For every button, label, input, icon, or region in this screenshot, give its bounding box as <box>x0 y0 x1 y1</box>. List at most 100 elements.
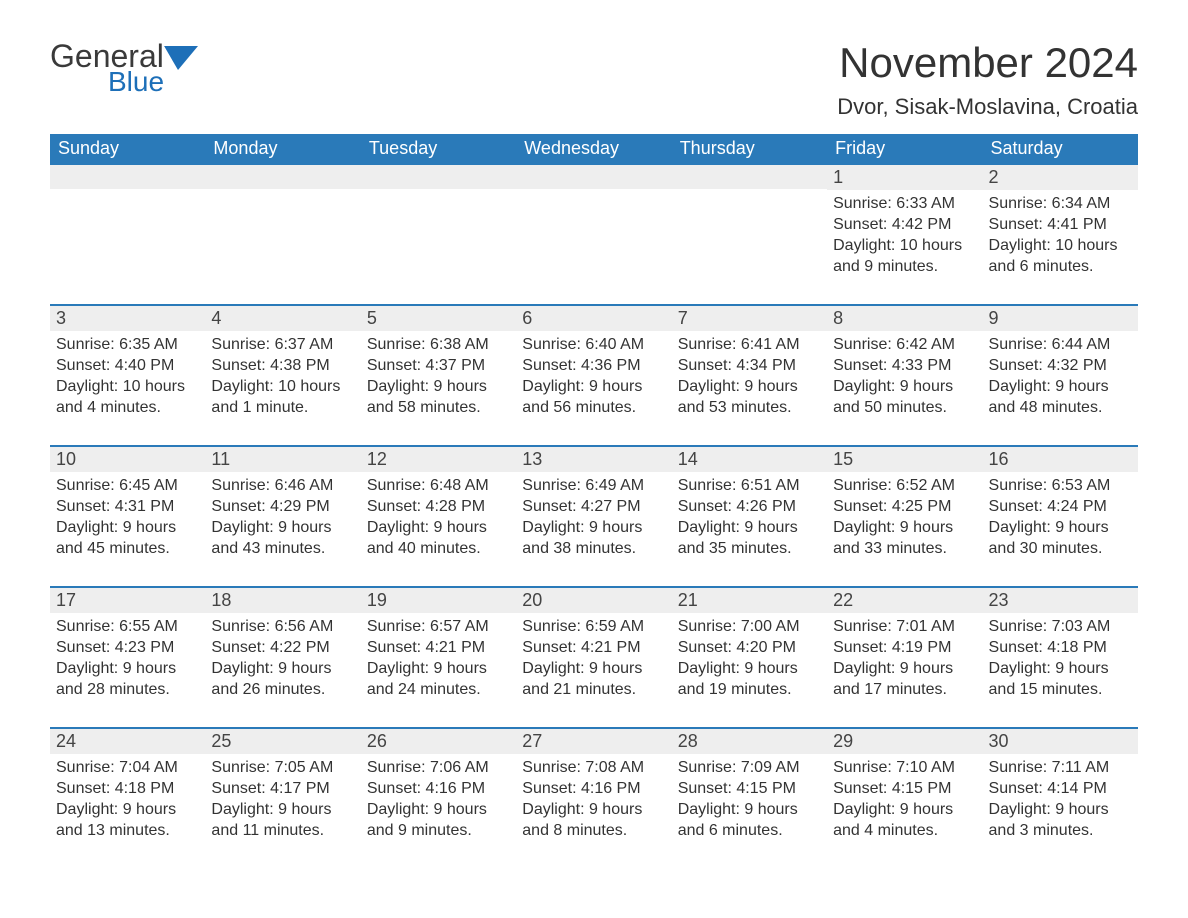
day-line: Daylight: 9 hours and 6 minutes. <box>678 800 821 842</box>
day-line: Sunset: 4:36 PM <box>522 356 665 377</box>
day-line: Daylight: 9 hours and 56 minutes. <box>522 377 665 419</box>
day-number <box>205 165 360 189</box>
day-cell <box>516 165 671 290</box>
day-body: Sunrise: 6:41 AMSunset: 4:34 PMDaylight:… <box>672 331 827 431</box>
header-row: General Blue November 2024 Dvor, Sisak-M… <box>50 40 1138 120</box>
day-body: Sunrise: 7:09 AMSunset: 4:15 PMDaylight:… <box>672 754 827 854</box>
header-right: November 2024 Dvor, Sisak-Moslavina, Cro… <box>837 40 1138 120</box>
week-row: 3Sunrise: 6:35 AMSunset: 4:40 PMDaylight… <box>50 304 1138 431</box>
day-number: 2 <box>983 165 1138 190</box>
day-number: 26 <box>361 729 516 754</box>
day-line: Sunrise: 7:10 AM <box>833 758 976 779</box>
day-line: Sunset: 4:18 PM <box>989 638 1132 659</box>
day-number: 16 <box>983 447 1138 472</box>
day-cell: 6 Sunrise: 6:40 AMSunset: 4:36 PMDaylight… <box>516 306 671 431</box>
day-line: Daylight: 10 hours and 9 minutes. <box>833 236 976 278</box>
day-cell: 5Sunrise: 6:38 AMSunset: 4:37 PMDaylight… <box>361 306 516 431</box>
day-line: Sunrise: 6:52 AM <box>833 476 976 497</box>
day-cell: 15Sunrise: 6:52 AMSunset: 4:25 PMDayligh… <box>827 447 982 572</box>
day-line: Sunrise: 7:09 AM <box>678 758 821 779</box>
day-line: Sunrise: 6:57 AM <box>367 617 510 638</box>
day-cell: 14Sunrise: 6:51 AMSunset: 4:26 PMDayligh… <box>672 447 827 572</box>
day-line: Sunset: 4:31 PM <box>56 497 199 518</box>
day-body: Sunrise: 6:46 AMSunset: 4:29 PMDaylight:… <box>205 472 360 572</box>
day-cell: 2Sunrise: 6:34 AMSunset: 4:41 PMDaylight… <box>983 165 1138 290</box>
day-line: Sunrise: 6:38 AM <box>367 335 510 356</box>
day-number: 4 <box>205 306 360 331</box>
day-line: Daylight: 9 hours and 58 minutes. <box>367 377 510 419</box>
day-line: Sunrise: 6:53 AM <box>989 476 1132 497</box>
day-body: Sunrise: 7:00 AMSunset: 4:20 PMDaylight:… <box>672 613 827 713</box>
day-line: Sunrise: 6:33 AM <box>833 194 976 215</box>
day-line: Sunrise: 7:06 AM <box>367 758 510 779</box>
day-cell: 8Sunrise: 6:42 AMSunset: 4:33 PMDaylight… <box>827 306 982 431</box>
day-line: Daylight: 10 hours and 6 minutes. <box>989 236 1132 278</box>
day-cell: 25Sunrise: 7:05 AMSunset: 4:17 PMDayligh… <box>205 729 360 854</box>
day-line: Daylight: 9 hours and 48 minutes. <box>989 377 1132 419</box>
day-cell: 10Sunrise: 6:45 AMSunset: 4:31 PMDayligh… <box>50 447 205 572</box>
day-cell <box>361 165 516 290</box>
day-cell: 27Sunrise: 7:08 AMSunset: 4:16 PMDayligh… <box>516 729 671 854</box>
day-line: Sunrise: 7:04 AM <box>56 758 199 779</box>
day-line: Daylight: 9 hours and 30 minutes. <box>989 518 1132 560</box>
day-body: Sunrise: 6:33 AMSunset: 4:42 PMDaylight:… <box>827 190 982 290</box>
day-line: Daylight: 9 hours and 43 minutes. <box>211 518 354 560</box>
day-number: 10 <box>50 447 205 472</box>
day-line: Sunset: 4:15 PM <box>833 779 976 800</box>
day-body: Sunrise: 6:51 AMSunset: 4:26 PMDaylight:… <box>672 472 827 572</box>
day-number: 1 <box>827 165 982 190</box>
day-number: 24 <box>50 729 205 754</box>
day-number: 11 <box>205 447 360 472</box>
day-body: Sunrise: 7:11 AMSunset: 4:14 PMDaylight:… <box>983 754 1138 854</box>
brand-word-2: Blue <box>108 68 164 96</box>
day-line: Daylight: 9 hours and 8 minutes. <box>522 800 665 842</box>
day-body: Sunrise: 7:03 AMSunset: 4:18 PMDaylight:… <box>983 613 1138 713</box>
dow-cell: Monday <box>205 134 360 165</box>
day-line: Sunset: 4:40 PM <box>56 356 199 377</box>
day-line: Sunrise: 6:48 AM <box>367 476 510 497</box>
day-line: Sunset: 4:26 PM <box>678 497 821 518</box>
brand-logo: General Blue <box>50 40 198 96</box>
day-line: Sunset: 4:15 PM <box>678 779 821 800</box>
day-line: Sunrise: 6:44 AM <box>989 335 1132 356</box>
day-body: Sunrise: 6:52 AMSunset: 4:25 PMDaylight:… <box>827 472 982 572</box>
day-number: 14 <box>672 447 827 472</box>
day-body <box>205 189 360 289</box>
week-row: 24 Sunrise: 7:04 AMSunset: 4:18 PM Dayligh… <box>50 727 1138 854</box>
day-cell: 18Sunrise: 6:56 AMSunset: 4:22 PMDayligh… <box>205 588 360 713</box>
day-line: Daylight: 9 hours and 26 minutes. <box>211 659 354 701</box>
week-row: 10Sunrise: 6:45 AMSunset: 4:31 PMDayligh… <box>50 445 1138 572</box>
day-cell: 16Sunrise: 6:53 AMSunset: 4:24 PMDayligh… <box>983 447 1138 572</box>
day-number: 18 <box>205 588 360 613</box>
day-number: 12 <box>361 447 516 472</box>
day-line: Sunrise: 7:08 AM <box>522 758 665 779</box>
day-line: Sunset: 4:34 PM <box>678 356 821 377</box>
day-line: Sunset: 4:16 PM <box>522 779 665 800</box>
day-cell <box>672 165 827 290</box>
day-number: 6 <box>516 306 671 331</box>
day-line: Sunset: 4:21 PM <box>522 638 665 659</box>
day-line: Sunset: 4:33 PM <box>833 356 976 377</box>
day-cell: 29Sunrise: 7:10 AMSunset: 4:15 PMDayligh… <box>827 729 982 854</box>
day-line: Sunset: 4:32 PM <box>989 356 1132 377</box>
day-line: Sunset: 4:29 PM <box>211 497 354 518</box>
day-line: Sunset: 4:21 PM <box>367 638 510 659</box>
day-line: Daylight: 9 hours and 28 minutes. <box>56 659 199 701</box>
day-cell: 1Sunrise: 6:33 AMSunset: 4:42 PMDaylight… <box>827 165 982 290</box>
day-line: Sunrise: 6:42 AM <box>833 335 976 356</box>
day-number: 8 <box>827 306 982 331</box>
day-cell: 23Sunrise: 7:03 AMSunset: 4:18 PMDayligh… <box>983 588 1138 713</box>
day-line: Sunset: 4:18 PM <box>56 779 199 800</box>
day-line: Sunset: 4:16 PM <box>367 779 510 800</box>
day-line: Daylight: 9 hours and 9 minutes. <box>367 800 510 842</box>
day-cell: 7Sunrise: 6:41 AMSunset: 4:34 PMDaylight… <box>672 306 827 431</box>
day-line: Sunrise: 7:05 AM <box>211 758 354 779</box>
day-line: Sunrise: 6:41 AM <box>678 335 821 356</box>
day-line: Sunrise: 6:34 AM <box>989 194 1132 215</box>
day-cell <box>205 165 360 290</box>
day-cell: 3Sunrise: 6:35 AMSunset: 4:40 PMDaylight… <box>50 306 205 431</box>
day-line: Sunrise: 6:40 AM <box>522 335 665 356</box>
day-line: Daylight: 9 hours and 35 minutes. <box>678 518 821 560</box>
day-cell: 26 Sunrise: 7:06 AMSunset: 4:16 PMDayligh… <box>361 729 516 854</box>
day-number: 29 <box>827 729 982 754</box>
